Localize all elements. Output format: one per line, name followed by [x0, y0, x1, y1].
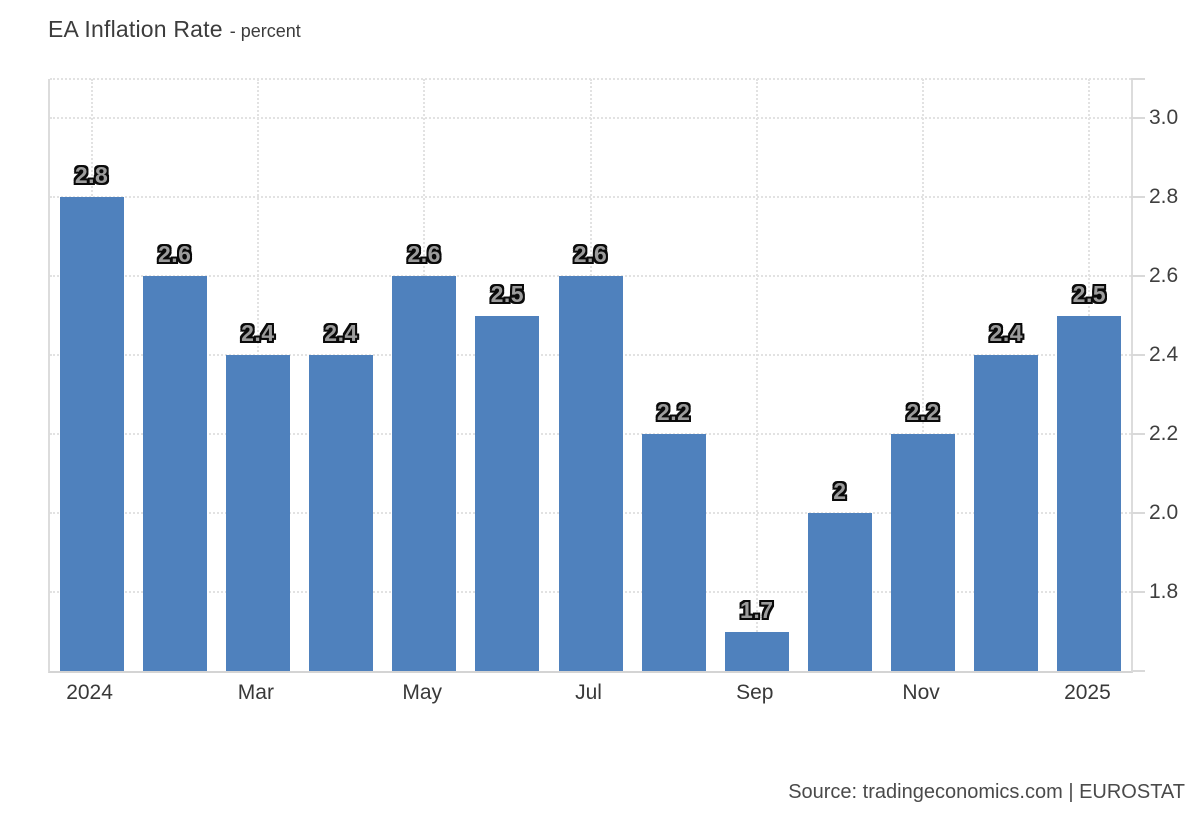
x-axis-label: Jul	[575, 681, 602, 704]
bar[interactable]	[641, 434, 706, 671]
chart-subtitle: - percent	[229, 21, 301, 41]
bar-value-label: 2.5	[490, 280, 525, 307]
bar-value-label: 2.5	[1072, 280, 1107, 307]
source-text: Source: tradingeconomics.com | EUROSTAT	[788, 781, 1185, 803]
bar-value-label: 2.6	[407, 241, 441, 268]
plot-area: 2.8 2.6 2.4 2.4 2.6 2.5 2.6 2.2 1.7 2 2.2 2.4 2.5	[48, 78, 1133, 673]
y-axis-tick	[1131, 670, 1145, 672]
y-axis-tick	[1131, 117, 1145, 120]
y-axis-tick	[1131, 433, 1145, 436]
x-axis-label: Sep	[736, 681, 774, 704]
y-axis-tick	[1131, 78, 1145, 80]
y-axis-label: 2.6	[1149, 264, 1179, 288]
bar-value-label: 2.6	[157, 241, 192, 268]
x-axis-label: 2025	[1064, 681, 1111, 704]
bar-value-label: 2	[833, 478, 847, 505]
bar-value-label: 2.4	[989, 320, 1024, 347]
chart-title: EA Inflation Rate	[48, 16, 223, 42]
y-axis-tick	[1131, 591, 1145, 594]
y-axis-tick	[1131, 512, 1145, 515]
x-axis-label: May	[402, 681, 443, 704]
chart-header: EA Inflation Rate - percent	[48, 16, 301, 43]
bar-value-label: 1.7	[740, 596, 774, 623]
x-axis-label: Mar	[237, 681, 274, 704]
bar[interactable]	[558, 276, 623, 671]
gridline-vertical	[755, 79, 758, 671]
y-axis-label: 2.8	[1149, 185, 1179, 209]
bar-value-label: 2.6	[573, 241, 608, 268]
y-axis-tick	[1131, 354, 1145, 357]
bar-value-label: 2.2	[906, 399, 940, 426]
bar[interactable]	[59, 197, 124, 671]
bar[interactable]	[807, 513, 872, 671]
bar[interactable]	[724, 631, 789, 671]
bar-value-label: 2.4	[324, 320, 358, 347]
bar[interactable]	[392, 276, 457, 671]
bar[interactable]	[475, 315, 540, 671]
bar[interactable]	[1057, 315, 1122, 671]
y-axis-tick	[1131, 196, 1145, 199]
y-axis-tick	[1131, 275, 1145, 278]
bar[interactable]	[142, 276, 207, 671]
x-axis-label: 2024	[66, 681, 113, 704]
gridline-vertical	[922, 79, 925, 671]
y-axis-label: 2.2	[1149, 422, 1179, 446]
bar-value-label: 2.8	[74, 162, 109, 189]
y-axis-label: 1.8	[1149, 580, 1179, 604]
bar[interactable]	[225, 355, 290, 671]
bar-value-label: 2.4	[241, 320, 275, 347]
y-axis-label: 2.0	[1149, 501, 1179, 525]
bar[interactable]	[309, 355, 374, 671]
bar-value-label: 2.2	[656, 399, 691, 426]
y-axis-label: 3.0	[1149, 106, 1179, 130]
x-axis-label: Nov	[902, 681, 940, 704]
bar[interactable]	[891, 434, 956, 671]
bar[interactable]	[974, 355, 1039, 671]
y-axis-label: 2.4	[1149, 343, 1179, 367]
